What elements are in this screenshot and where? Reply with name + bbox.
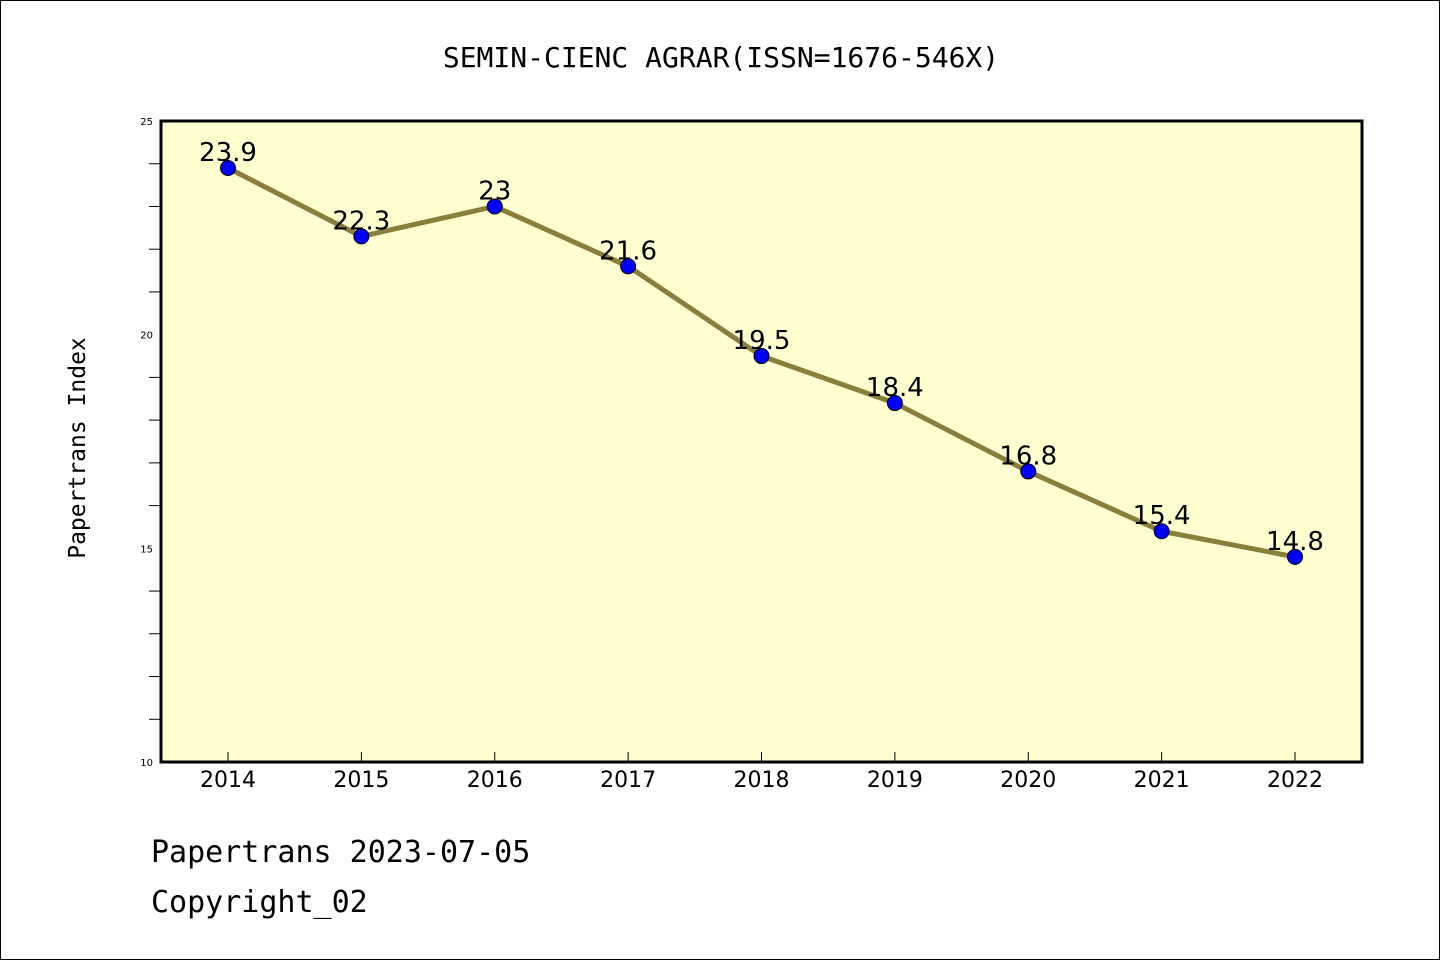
y-axis-label: Papertrans Index (65, 337, 91, 559)
x-axis: 2014 2015 2016 2017 2018 2019 2020 2021 2022 (200, 752, 1323, 793)
x-tick-label: 2014 (200, 768, 256, 793)
data-label: 14.8 (1266, 527, 1324, 557)
data-label: 23.9 (199, 138, 257, 168)
data-point (353, 228, 370, 245)
plot-area (159, 119, 1364, 764)
x-tick-label: 2017 (600, 768, 656, 793)
x-tick-label: 2019 (867, 768, 923, 793)
data-label: 21.6 (599, 236, 657, 266)
y-axis: 10 15 20 25 (140, 117, 161, 769)
data-labels-group: 23.9 22.3 23 21.6 19.5 18.4 16.8 15.4 14.8 (199, 138, 1324, 557)
y-tick-label: 10 (140, 758, 153, 769)
x-tick-label: 2021 (1134, 768, 1190, 793)
data-point (220, 160, 236, 177)
data-point (620, 258, 637, 275)
y-tick-label: 20 (140, 331, 153, 342)
data-point (1287, 548, 1303, 565)
data-label: 18.4 (866, 373, 924, 403)
x-tick-label: 2020 (1000, 768, 1056, 793)
x-tick-label: 2018 (734, 768, 790, 793)
data-label: 19.5 (733, 326, 791, 356)
x-tick-label: 2015 (333, 768, 389, 793)
data-point (886, 395, 903, 412)
data-point (1153, 523, 1170, 540)
data-point (1020, 463, 1037, 480)
footer-date: Papertrans 2023-07-05 (151, 835, 531, 870)
data-point (486, 198, 503, 215)
data-label: 23 (478, 176, 511, 206)
x-tick-label: 2022 (1267, 768, 1323, 793)
data-label: 16.8 (999, 441, 1057, 471)
data-label: 22.3 (332, 206, 390, 236)
chart-title: SEMIN-CIENC AGRAR(ISSN=1676-546X) (443, 41, 999, 74)
data-point (753, 348, 770, 365)
x-tick-label: 2016 (467, 768, 523, 793)
footer-copyright: Copyright_02 (151, 885, 368, 920)
y-tick-label: 25 (140, 117, 153, 128)
y-tick-label: 15 (140, 544, 153, 555)
series-points-group (220, 160, 1303, 565)
data-label: 15.4 (1133, 501, 1191, 531)
